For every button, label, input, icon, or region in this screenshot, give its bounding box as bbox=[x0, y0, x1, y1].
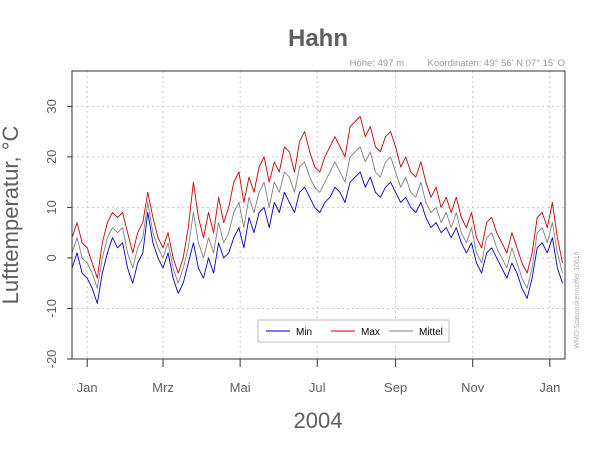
x-tick-label: Jan bbox=[539, 380, 560, 395]
chart-title: Hahn bbox=[288, 25, 348, 52]
y-tick-label: 20 bbox=[44, 150, 59, 164]
y-axis-label: Lufttemperatur, °C bbox=[0, 126, 23, 305]
plot-frame bbox=[71, 70, 566, 360]
x-tick-label: Jan bbox=[77, 380, 98, 395]
x-tick-label: Sep bbox=[384, 380, 407, 395]
x-tick-label: Nov bbox=[461, 380, 485, 395]
y-tick-label: 0 bbox=[44, 254, 59, 261]
x-tick-label: Mai bbox=[230, 380, 251, 395]
y-tick-label: 30 bbox=[44, 99, 59, 113]
legend-min-label: Min bbox=[296, 327, 312, 338]
y-ticks-group: -20 -10 0 10 20 30 bbox=[44, 99, 72, 368]
x-axis-label: 2004 bbox=[294, 408, 343, 433]
series-line-max bbox=[71, 116, 563, 279]
series-line-min bbox=[71, 171, 563, 304]
legend: Min Max Mittel bbox=[257, 319, 450, 343]
station-elevation: Höhe: 497 m bbox=[350, 58, 404, 69]
station-note: WMO-Stationskennziffer 10616 bbox=[574, 251, 581, 348]
y-tick-label: -10 bbox=[44, 299, 59, 318]
x-ticks-group: Jan Mrz Mai Jul Sep Nov Jan bbox=[77, 359, 560, 395]
x-tick-label: Jul bbox=[309, 380, 326, 395]
series-group bbox=[71, 116, 563, 304]
legend-mean-label: Mittel bbox=[419, 327, 443, 338]
x-tick-label: Mrz bbox=[152, 380, 174, 395]
legend-max-label: Max bbox=[361, 327, 380, 338]
station-coordinates: Koordinaten: 49° 56' N 07° 15' O bbox=[428, 58, 565, 69]
y-tick-label: 10 bbox=[44, 200, 59, 214]
series-line-mean bbox=[71, 146, 563, 289]
y-tick-label: -20 bbox=[44, 350, 59, 369]
